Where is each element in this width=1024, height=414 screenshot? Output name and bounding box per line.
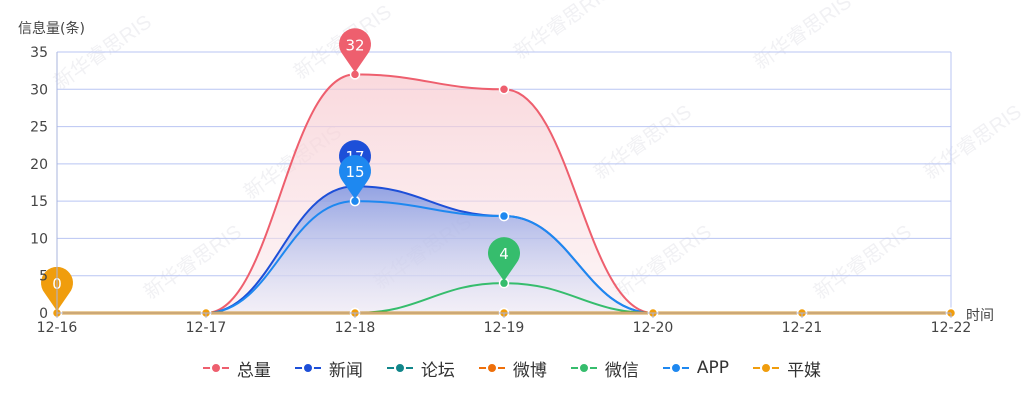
watermark-text: 新华睿思RIS [750,0,856,74]
legend-marker [479,361,505,375]
y-tick-label: 35 [30,45,48,61]
watermark-text: 新华睿思RIS [590,100,696,184]
y-tick-label: 20 [30,157,48,173]
watermark-text: 新华睿思RIS [920,100,1024,184]
x-tick-label: 12-19 [484,320,525,336]
x-tick-label: 12-21 [782,320,823,336]
x-tick-label: 12-16 [37,320,78,336]
series-0-pin: 32 [339,28,371,72]
x-axis-title: 时间 [966,308,994,324]
series-0-point[interactable] [500,85,509,94]
watermark-text: 新华睿思RIS [140,220,246,304]
y-tick-label: 10 [30,231,48,247]
legend-item-0[interactable]: 总量 [203,356,271,381]
pin-label: 32 [345,36,364,54]
legend-item-6[interactable]: 平媒 [753,356,821,381]
legend-label: 微信 [605,356,639,381]
legend-marker [753,361,779,375]
legend: 总量 新闻 论坛 微博 微信 APP 平媒 [0,354,1024,382]
watermark-text: 新华睿思RIS [610,220,716,304]
legend-marker [571,361,597,375]
y-tick-label: 30 [30,82,48,98]
x-tick-label: 12-20 [633,320,674,336]
pin-label: 15 [345,163,364,181]
x-tick-label: 12-17 [186,320,227,336]
legend-item-4[interactable]: 微信 [571,356,639,381]
series-5-point[interactable] [500,212,509,221]
y-axis-title: 信息量(条) [18,20,85,37]
y-tick-label: 15 [30,194,48,210]
legend-marker [387,361,413,375]
pin-label: 4 [499,245,509,263]
y-tick-label: 5 [39,269,48,285]
watermark-text: 新华睿思RIS [510,0,616,64]
legend-label: 平媒 [787,356,821,381]
legend-item-5[interactable]: APP [663,358,729,378]
legend-label: 新闻 [329,356,363,381]
legend-label: 总量 [237,356,271,381]
legend-label: APP [697,358,729,378]
legend-marker [663,361,689,375]
legend-item-3[interactable]: 微博 [479,356,547,381]
legend-marker [295,361,321,375]
x-tick-label: 12-18 [335,320,376,336]
legend-label: 论坛 [421,356,455,381]
legend-item-2[interactable]: 论坛 [387,356,455,381]
legend-marker [203,361,229,375]
watermark-text: 新华睿思RIS [810,220,916,304]
y-tick-label: 25 [30,120,48,136]
legend-label: 微博 [513,356,547,381]
legend-item-1[interactable]: 新闻 [295,356,363,381]
